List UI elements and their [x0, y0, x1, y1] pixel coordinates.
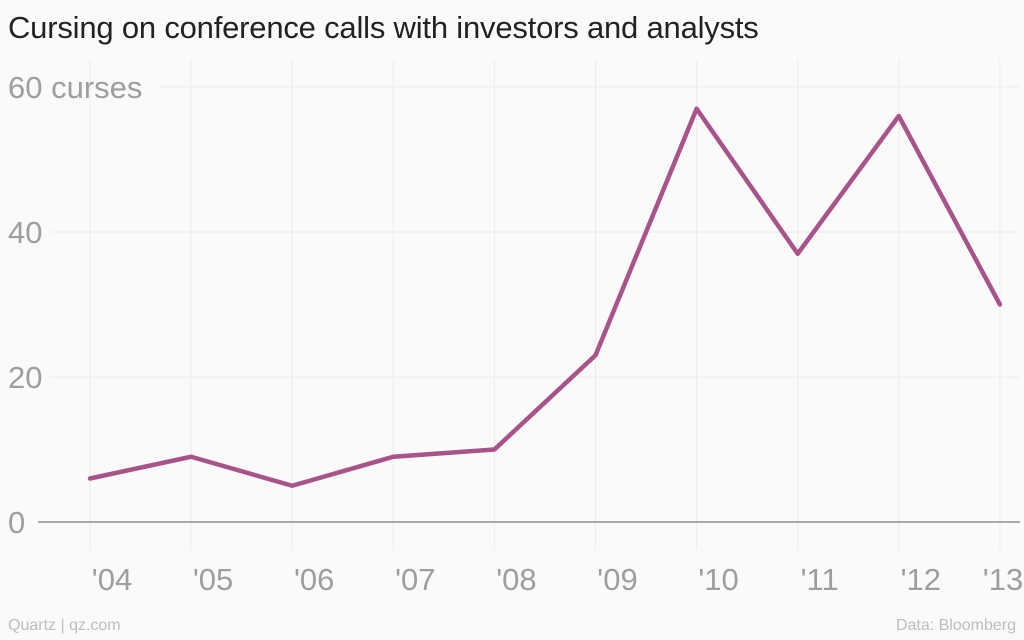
- x-tick-label: '10: [698, 562, 738, 597]
- x-tick-label: '08: [496, 562, 536, 597]
- y-tick-label: 60 curses: [8, 70, 142, 105]
- x-tick-label: '13: [983, 562, 1023, 597]
- x-tick-label: '06: [294, 562, 334, 597]
- y-tick-label: 40: [8, 215, 42, 250]
- x-tick-label: '12: [901, 562, 941, 597]
- x-tick-label: '05: [193, 562, 233, 597]
- data-source: Data: Bloomberg: [895, 617, 1016, 634]
- x-tick-label: '04: [92, 562, 132, 597]
- y-tick-label: 20: [8, 360, 42, 395]
- series-line: [87, 106, 1003, 488]
- x-tick-label: '11: [801, 562, 839, 597]
- source-credit: Quartz | qz.com: [8, 617, 121, 634]
- y-tick-label: 0: [8, 505, 25, 540]
- chart-title: Cursing on conference calls with investo…: [8, 10, 759, 45]
- x-tick-label: '09: [597, 562, 637, 597]
- x-tick-label: '07: [395, 562, 435, 597]
